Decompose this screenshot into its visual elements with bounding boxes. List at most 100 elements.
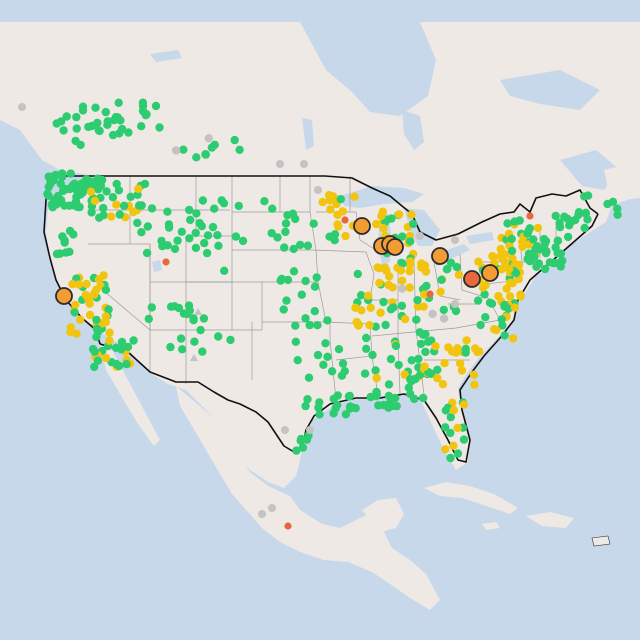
station-marker-good[interactable] bbox=[157, 236, 166, 246]
station-marker-good[interactable] bbox=[398, 259, 407, 268]
station-marker-good[interactable] bbox=[498, 321, 507, 330]
station-marker-good[interactable] bbox=[315, 398, 324, 407]
station-marker-good[interactable] bbox=[170, 244, 180, 254]
station-marker-good[interactable] bbox=[411, 374, 420, 384]
station-marker-moderate[interactable] bbox=[438, 380, 448, 389]
station-marker-good[interactable] bbox=[346, 404, 355, 413]
station-marker-no-data[interactable] bbox=[306, 426, 314, 434]
station-marker-good[interactable] bbox=[72, 112, 81, 122]
station-marker-good[interactable] bbox=[214, 241, 223, 250]
station-marker-good[interactable] bbox=[119, 201, 129, 210]
station-marker-no-data[interactable] bbox=[268, 504, 276, 512]
station-marker-good[interactable] bbox=[421, 347, 430, 357]
station-marker-good[interactable] bbox=[533, 244, 543, 254]
station-marker-moderate[interactable] bbox=[105, 328, 114, 337]
station-marker-good[interactable] bbox=[92, 315, 101, 325]
station-marker-good[interactable] bbox=[234, 201, 243, 211]
station-marker-good[interactable] bbox=[260, 197, 269, 206]
station-marker-good[interactable] bbox=[200, 238, 209, 248]
station-marker-moderate[interactable] bbox=[453, 423, 462, 433]
station-marker-good[interactable] bbox=[112, 359, 121, 369]
station-marker-moderate[interactable] bbox=[419, 302, 428, 311]
station-marker-good[interactable] bbox=[291, 337, 300, 346]
station-triangle-no-data[interactable] bbox=[190, 354, 198, 361]
station-marker-good[interactable] bbox=[144, 314, 153, 324]
station-marker-moderate[interactable] bbox=[489, 252, 498, 261]
station-marker-moderate[interactable] bbox=[85, 310, 95, 320]
station-marker-good[interactable] bbox=[423, 337, 433, 346]
station-marker-good[interactable] bbox=[416, 339, 426, 349]
station-marker-good[interactable] bbox=[201, 150, 210, 159]
station-marker-good[interactable] bbox=[123, 342, 133, 352]
station-marker-good[interactable] bbox=[166, 342, 175, 352]
station-marker-good[interactable] bbox=[114, 98, 123, 108]
station-marker-moderate[interactable] bbox=[107, 212, 116, 221]
station-marker-good[interactable] bbox=[421, 329, 430, 339]
station-marker-good[interactable] bbox=[560, 212, 569, 221]
station-marker-good[interactable] bbox=[409, 219, 418, 229]
station-marker-good[interactable] bbox=[147, 204, 157, 213]
station-marker-good[interactable] bbox=[190, 337, 199, 346]
station-marker-good[interactable] bbox=[327, 367, 337, 376]
station-marker-good[interactable] bbox=[176, 334, 186, 343]
station-marker-good[interactable] bbox=[60, 238, 69, 247]
station-marker-moderate[interactable] bbox=[134, 184, 143, 193]
station-marker-moderate[interactable] bbox=[366, 303, 375, 312]
station-marker-good[interactable] bbox=[292, 446, 301, 455]
station-marker-moderate[interactable] bbox=[436, 287, 445, 296]
station-marker-unhealthy[interactable] bbox=[162, 258, 170, 266]
station-marker-good[interactable] bbox=[104, 305, 113, 314]
station-marker-moderate[interactable] bbox=[372, 373, 381, 383]
station-marker-moderate[interactable] bbox=[470, 380, 479, 389]
station-marker-good[interactable] bbox=[65, 226, 75, 236]
station-marker-good[interactable] bbox=[199, 314, 209, 323]
station-marker-moderate[interactable] bbox=[94, 275, 104, 284]
station-marker-good[interactable] bbox=[333, 391, 342, 400]
station-marker-good[interactable] bbox=[529, 235, 538, 244]
station-marker-good[interactable] bbox=[313, 350, 323, 360]
station-marker-good[interactable] bbox=[170, 302, 179, 311]
station-marker-no-data[interactable] bbox=[171, 146, 181, 155]
station-marker-moderate[interactable] bbox=[334, 222, 343, 231]
station-marker-moderate[interactable] bbox=[455, 359, 465, 368]
station-marker-good[interactable] bbox=[441, 423, 450, 432]
station-marker-good[interactable] bbox=[341, 410, 351, 419]
station-marker-moderate[interactable] bbox=[514, 260, 524, 270]
station-marker-good[interactable] bbox=[310, 282, 320, 291]
station-marker-good[interactable] bbox=[103, 117, 112, 126]
station-marker-good[interactable] bbox=[301, 276, 310, 286]
station-marker-moderate[interactable] bbox=[474, 257, 483, 266]
station-marker-good[interactable] bbox=[197, 222, 206, 231]
station-marker-good[interactable] bbox=[283, 275, 293, 285]
station-marker-good[interactable] bbox=[192, 153, 201, 162]
station-marker-no-data[interactable] bbox=[451, 236, 459, 244]
station-marker-good[interactable] bbox=[115, 210, 125, 219]
station-marker-moderate[interactable] bbox=[400, 370, 409, 379]
station-marker-good[interactable] bbox=[92, 324, 102, 333]
station-marker-moderate[interactable] bbox=[533, 223, 543, 233]
station-marker-good[interactable] bbox=[304, 373, 314, 382]
station-marker-good[interactable] bbox=[481, 313, 490, 322]
station-marker-good[interactable] bbox=[112, 179, 121, 189]
station-marker-good[interactable] bbox=[305, 320, 314, 330]
station-marker-good[interactable] bbox=[198, 196, 208, 205]
station-marker-good[interactable] bbox=[334, 345, 344, 354]
station-marker-moderate[interactable] bbox=[497, 253, 506, 263]
station-marker-good[interactable] bbox=[52, 249, 62, 259]
station-marker-moderate[interactable] bbox=[433, 373, 442, 383]
station-marker-moderate[interactable] bbox=[478, 283, 488, 292]
station-marker-moderate[interactable] bbox=[449, 441, 458, 450]
station-marker-no-data[interactable] bbox=[439, 314, 449, 323]
station-marker-good[interactable] bbox=[220, 266, 229, 275]
station-marker-good[interactable] bbox=[61, 248, 71, 257]
station-marker-moderate[interactable] bbox=[373, 263, 382, 272]
station-marker-good[interactable] bbox=[389, 303, 398, 312]
station-marker-good[interactable] bbox=[122, 359, 131, 369]
station-marker-good[interactable] bbox=[45, 173, 54, 182]
station-marker-good[interactable] bbox=[406, 389, 415, 398]
station-marker-good[interactable] bbox=[534, 259, 543, 268]
station-marker-moderate[interactable] bbox=[333, 210, 342, 220]
station-marker-moderate[interactable] bbox=[72, 329, 81, 338]
station-marker-good[interactable] bbox=[208, 222, 218, 232]
station-marker-good[interactable] bbox=[540, 264, 550, 274]
